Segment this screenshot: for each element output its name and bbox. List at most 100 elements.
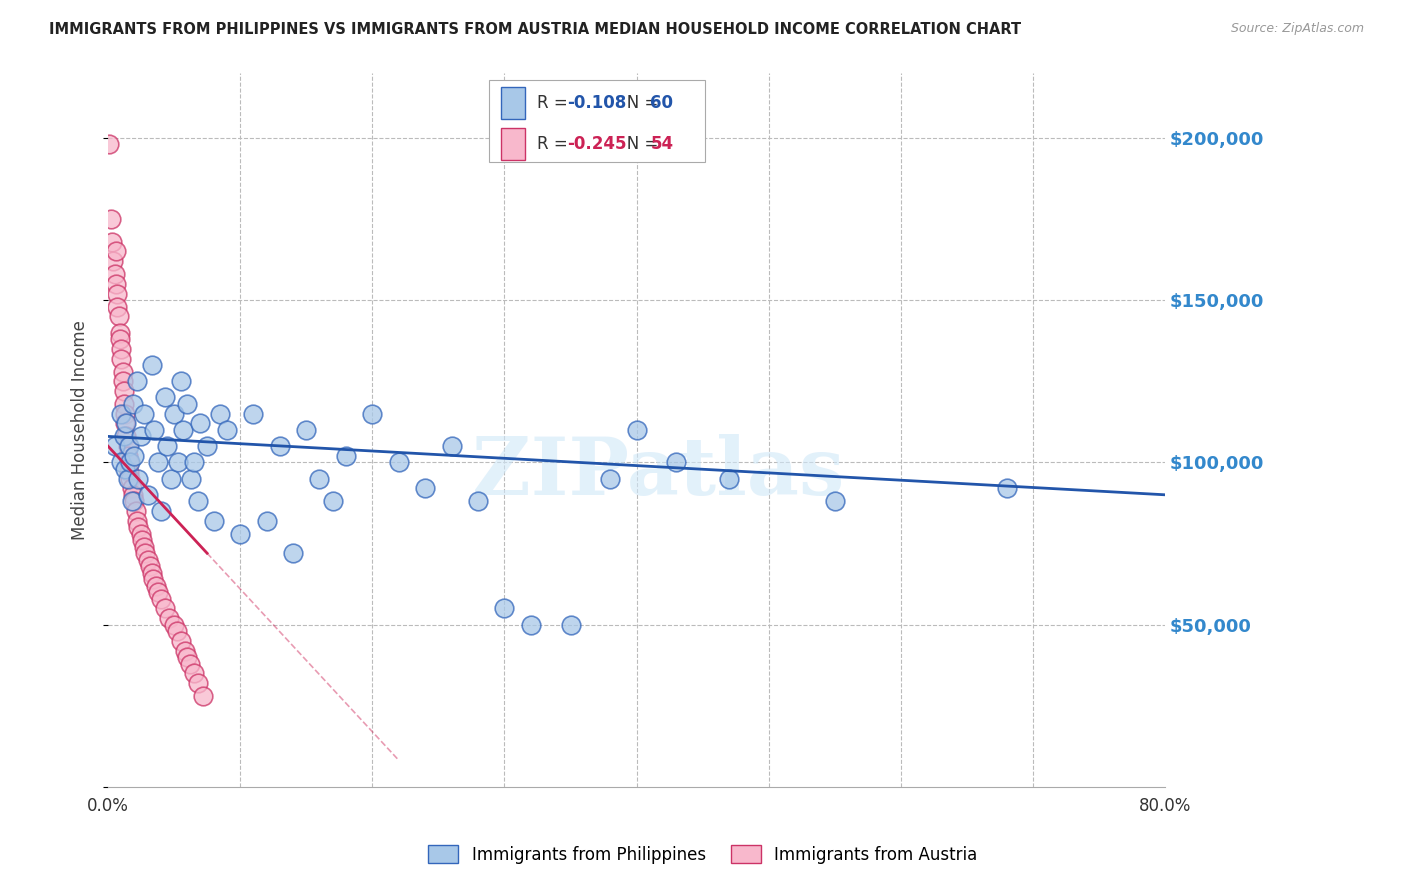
Point bbox=[114, 407, 136, 421]
Point bbox=[117, 439, 139, 453]
Point bbox=[141, 358, 163, 372]
Point bbox=[107, 310, 129, 324]
Point bbox=[108, 332, 131, 346]
Point bbox=[269, 439, 291, 453]
Text: R =: R = bbox=[537, 94, 574, 112]
Point bbox=[132, 407, 155, 421]
Point bbox=[195, 439, 218, 453]
Point bbox=[115, 417, 138, 431]
Point bbox=[117, 472, 139, 486]
Text: 54: 54 bbox=[651, 136, 673, 153]
Point bbox=[176, 650, 198, 665]
Point bbox=[112, 397, 135, 411]
Point bbox=[242, 407, 264, 421]
Text: Source: ZipAtlas.com: Source: ZipAtlas.com bbox=[1230, 22, 1364, 36]
Point bbox=[118, 465, 141, 479]
Point bbox=[413, 481, 436, 495]
Point bbox=[281, 546, 304, 560]
Legend: Immigrants from Philippines, Immigrants from Austria: Immigrants from Philippines, Immigrants … bbox=[422, 838, 984, 871]
Point bbox=[187, 494, 209, 508]
Point bbox=[143, 423, 166, 437]
FancyBboxPatch shape bbox=[502, 128, 524, 160]
Point bbox=[170, 374, 193, 388]
Point bbox=[125, 504, 148, 518]
Text: IMMIGRANTS FROM PHILIPPINES VS IMMIGRANTS FROM AUSTRIA MEDIAN HOUSEHOLD INCOME C: IMMIGRANTS FROM PHILIPPINES VS IMMIGRANT… bbox=[49, 22, 1021, 37]
Point bbox=[202, 514, 225, 528]
Point bbox=[105, 300, 128, 314]
Point bbox=[163, 407, 186, 421]
Point bbox=[183, 455, 205, 469]
Point bbox=[129, 429, 152, 443]
Point bbox=[190, 417, 212, 431]
Point bbox=[104, 244, 127, 259]
Point bbox=[112, 384, 135, 398]
Point bbox=[148, 455, 170, 469]
Text: N =: N = bbox=[612, 136, 664, 153]
Point bbox=[132, 540, 155, 554]
Point bbox=[136, 552, 159, 566]
Point bbox=[112, 429, 135, 443]
Point bbox=[824, 494, 846, 508]
Point bbox=[361, 407, 384, 421]
Point bbox=[101, 235, 124, 249]
Point bbox=[124, 449, 146, 463]
Point bbox=[122, 488, 145, 502]
Point bbox=[118, 455, 141, 469]
FancyBboxPatch shape bbox=[502, 87, 524, 119]
Point bbox=[121, 481, 143, 495]
Point bbox=[718, 472, 741, 486]
Point bbox=[322, 494, 344, 508]
Point bbox=[183, 666, 205, 681]
Point bbox=[173, 643, 195, 657]
Text: ZIPatlas: ZIPatlas bbox=[471, 434, 844, 512]
Point bbox=[118, 439, 141, 453]
Point bbox=[335, 449, 357, 463]
Point bbox=[157, 611, 180, 625]
Point bbox=[167, 455, 190, 469]
Point bbox=[440, 439, 463, 453]
Point bbox=[125, 374, 148, 388]
Point bbox=[153, 391, 176, 405]
Point bbox=[111, 364, 134, 378]
Point bbox=[110, 407, 132, 421]
Point bbox=[110, 455, 132, 469]
Point bbox=[136, 488, 159, 502]
Point bbox=[111, 374, 134, 388]
Point bbox=[114, 462, 136, 476]
Point bbox=[520, 617, 543, 632]
Point bbox=[110, 342, 132, 356]
Point bbox=[104, 267, 127, 281]
Point bbox=[560, 617, 582, 632]
Text: N =: N = bbox=[612, 94, 664, 112]
Point bbox=[114, 417, 136, 431]
Point bbox=[172, 423, 194, 437]
Point bbox=[122, 397, 145, 411]
Point bbox=[995, 481, 1018, 495]
Point bbox=[215, 423, 238, 437]
Point bbox=[145, 579, 167, 593]
Text: R =: R = bbox=[537, 136, 574, 153]
Point bbox=[148, 585, 170, 599]
Point bbox=[209, 407, 232, 421]
Point bbox=[191, 689, 214, 703]
Point bbox=[120, 472, 142, 486]
Point bbox=[141, 566, 163, 580]
Point bbox=[599, 472, 621, 486]
Text: 60: 60 bbox=[651, 94, 673, 112]
Point bbox=[180, 472, 202, 486]
Point bbox=[170, 633, 193, 648]
Point bbox=[256, 514, 278, 528]
Point bbox=[176, 397, 198, 411]
Point bbox=[127, 520, 149, 534]
Point bbox=[115, 429, 138, 443]
Point bbox=[98, 137, 121, 152]
Point bbox=[103, 254, 125, 268]
Point bbox=[153, 601, 176, 615]
Point bbox=[229, 526, 252, 541]
Point bbox=[187, 676, 209, 690]
Point bbox=[105, 286, 128, 301]
Point bbox=[163, 617, 186, 632]
Point bbox=[142, 572, 165, 586]
Point bbox=[110, 351, 132, 366]
Point bbox=[127, 472, 149, 486]
